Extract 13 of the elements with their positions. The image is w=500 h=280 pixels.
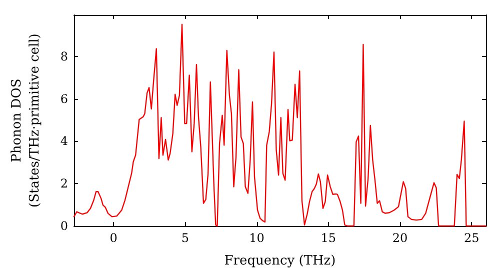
x-tick-label: 0 bbox=[110, 231, 118, 245]
x-axis-title: Frequency (THz) bbox=[224, 254, 336, 268]
y-tick-label: 0 bbox=[60, 219, 68, 233]
x-tick-label: 10 bbox=[249, 231, 264, 245]
y-axis-title: Phonon DOS (States/THz·primitive cell) bbox=[10, 33, 42, 208]
x-tick-label: 20 bbox=[392, 231, 408, 245]
x-tick-label: 5 bbox=[181, 231, 189, 245]
y-tick-label: 2 bbox=[60, 176, 68, 191]
x-tick-label: 15 bbox=[320, 231, 336, 245]
y-tick-label: 8 bbox=[60, 49, 68, 64]
y-tick-label: 4 bbox=[60, 134, 68, 148]
x-tick-label: 25 bbox=[464, 231, 480, 245]
y-tick-label: 6 bbox=[60, 92, 68, 106]
